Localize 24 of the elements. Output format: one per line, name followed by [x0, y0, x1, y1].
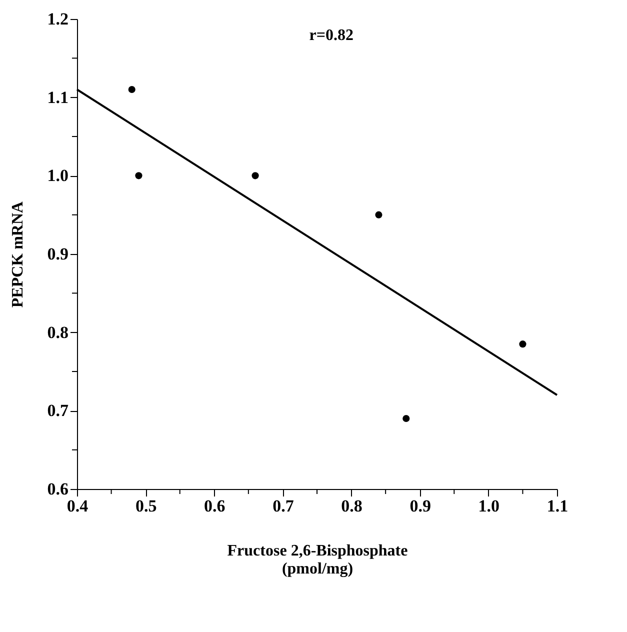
y-tick-label: 1.1	[47, 88, 68, 107]
x-axis-title: Fructose 2,6-Bisphosphate (pmol/mg)	[227, 542, 408, 578]
y-tick-label: 0.6	[47, 480, 68, 498]
point	[252, 172, 259, 180]
x-tick-label: 0.6	[204, 496, 226, 516]
x-tick-label: 0.7	[272, 496, 294, 516]
x-tick-label: 0.9	[410, 496, 431, 516]
x-tick-label: 0.8	[341, 496, 362, 516]
y-tick-label: 1.2	[47, 10, 68, 28]
x-tick-label: 0.4	[66, 496, 89, 516]
point	[402, 414, 410, 422]
annotation: r=0.82	[309, 27, 354, 44]
y-tick-label: 0.7	[47, 401, 69, 420]
y-tick-label: 0.9	[47, 244, 68, 264]
y-tick-label: 1.0	[47, 166, 68, 186]
y-axis-title: PEPCK mRNA	[9, 200, 26, 308]
y-tick-label: 0.8	[47, 322, 68, 342]
point	[135, 172, 142, 180]
point	[375, 211, 382, 218]
x-tick-label: 0.5	[135, 496, 157, 516]
x-tick-label: 1.1	[546, 496, 568, 516]
point	[519, 340, 526, 348]
point	[128, 86, 136, 94]
x-tick-label: 1.0	[478, 496, 500, 516]
